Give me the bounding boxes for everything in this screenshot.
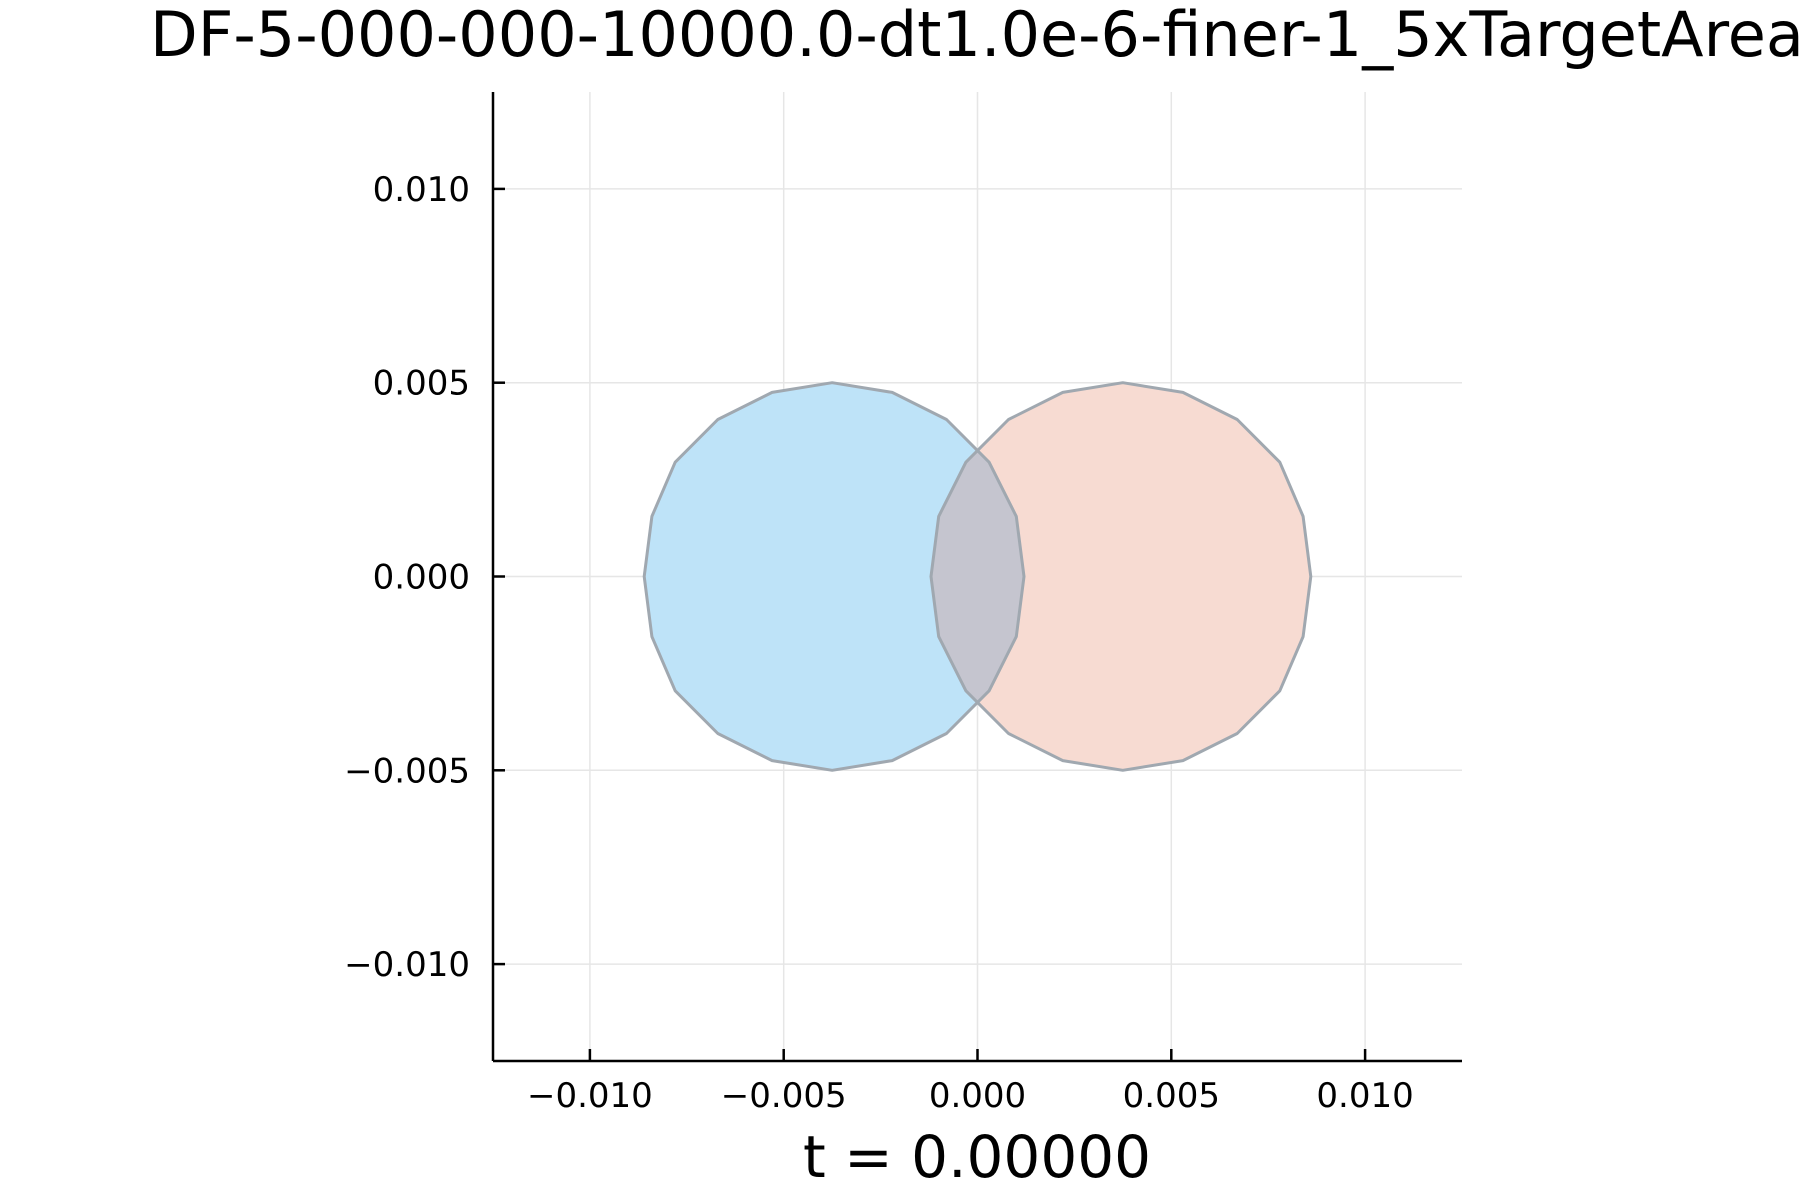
- y-tick-label-0: 0.010: [373, 170, 470, 210]
- salmon-disk: [931, 382, 1311, 771]
- x-axis-label: t = 0.00000: [803, 1123, 1151, 1191]
- x-tick-label-0: −0.010: [527, 1076, 653, 1116]
- y-tick-label-2: 0.000: [373, 558, 470, 598]
- y-tick-label-1: 0.005: [373, 364, 470, 404]
- blue-disk-outline: [642, 381, 1026, 772]
- shapes: [642, 381, 1313, 772]
- chart-title: DF-5-000-000-10000.0-dt1.0e-6-finer-1_5x…: [150, 0, 1800, 71]
- x-tick-label-2: 0.000: [929, 1076, 1026, 1116]
- x-tick-label-1: −0.005: [721, 1076, 847, 1116]
- grid: [493, 92, 1462, 1061]
- ticks: −0.010 −0.005 0.000 0.005 0.010 0.010 0.005 0.0…: [344, 170, 1414, 1116]
- salmon-disk-outline: [929, 381, 1313, 772]
- y-tick-label-3: −0.005: [344, 751, 470, 791]
- x-tick-label-3: 0.005: [1123, 1076, 1220, 1116]
- blue-disk: [644, 382, 1024, 771]
- y-tick-label-4: −0.010: [344, 945, 470, 985]
- x-tick-label-4: 0.010: [1316, 1076, 1413, 1116]
